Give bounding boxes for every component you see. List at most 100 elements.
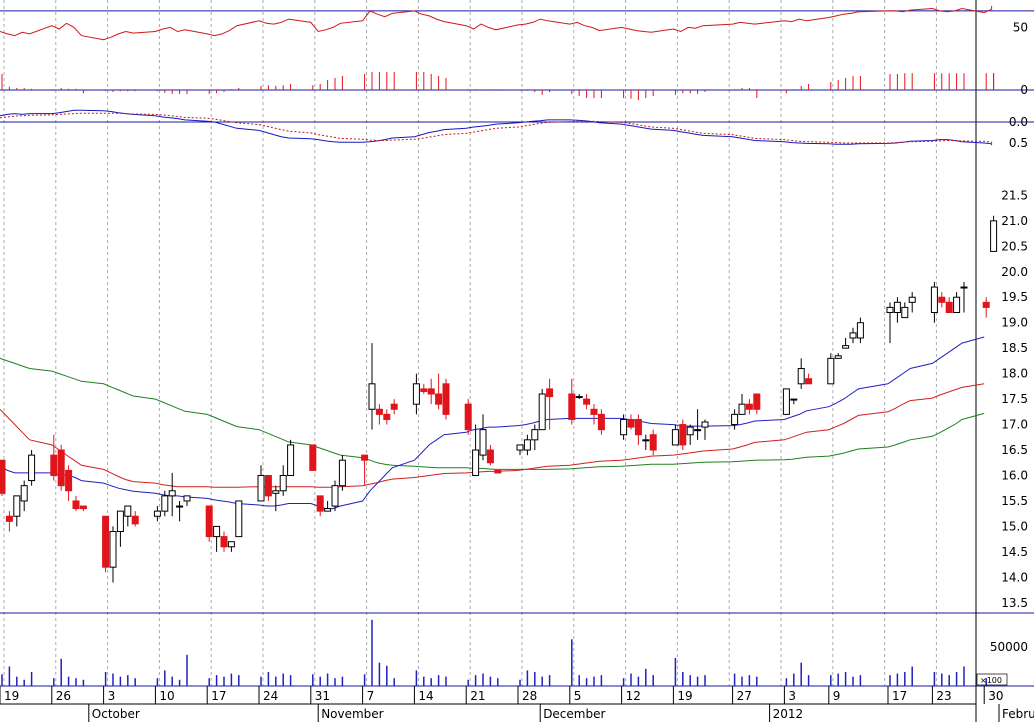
day-tick-label: 17 [211, 689, 226, 703]
candle-body [694, 429, 702, 432]
candle-body [65, 469, 73, 492]
day-tick-label: 3 [108, 689, 116, 703]
candle-body [435, 393, 443, 405]
candle-body [124, 505, 132, 517]
candle-body [79, 505, 87, 510]
candle-body [131, 515, 139, 525]
candle-body [20, 485, 28, 502]
candle-body [257, 474, 265, 502]
rsi-tick-label: 50 [1013, 20, 1028, 34]
rsi-line [0, 6, 993, 41]
candle-body [842, 345, 850, 349]
candle-body [538, 393, 546, 431]
price-tick-label: 15.5 [1001, 494, 1028, 508]
candle-body [516, 444, 524, 451]
day-tick-label: 19 [677, 689, 692, 703]
day-tick-label: 24 [263, 689, 278, 703]
rsi-panel [0, 6, 993, 41]
candle-body [583, 398, 591, 405]
month-label: 2012 [773, 707, 804, 721]
candle-body [109, 531, 117, 568]
candle-body [264, 474, 272, 497]
candle-body [686, 426, 694, 436]
day-tick-label: 27 [737, 689, 752, 703]
momentum-tick-label: 0 [1020, 83, 1028, 97]
candle-body [649, 434, 657, 451]
price-tick-label: 16.0 [1001, 468, 1028, 482]
day-tick-label: 28 [522, 689, 537, 703]
macd-panel [0, 109, 993, 146]
candle-body [412, 383, 420, 405]
price-tick-label: 17.0 [1001, 418, 1028, 432]
candle-body [908, 296, 916, 303]
day-tick-label: 10 [159, 689, 174, 703]
candle-body [368, 383, 376, 410]
candle-body [220, 536, 228, 548]
day-tick-label: 30 [988, 689, 1003, 703]
candle-body [331, 485, 339, 507]
signal-line [0, 112, 993, 144]
candle-body [627, 418, 635, 428]
volume-unit-box [976, 673, 1008, 686]
volume-tick-label: 50000 [990, 640, 1028, 654]
day-tick-label: 23 [936, 689, 951, 703]
candle-body [390, 403, 398, 410]
candle-body [634, 418, 642, 436]
candle-body [731, 413, 739, 426]
candle-body [856, 322, 864, 339]
candle-body [464, 403, 472, 431]
sma-mid-line [0, 383, 985, 488]
candle-body [575, 396, 583, 399]
candle-body [213, 525, 221, 538]
candle-body [227, 541, 235, 548]
candle-body [620, 418, 628, 436]
candle-body [494, 469, 502, 474]
candle-body [790, 398, 798, 401]
candle-body [279, 474, 287, 492]
candle-body [153, 510, 161, 517]
candle-body [375, 408, 383, 415]
volume-panel [1, 619, 987, 686]
candle-body [442, 383, 450, 415]
candle-body [597, 413, 605, 431]
price-tick-label: 21.0 [1001, 214, 1028, 228]
candle-body [472, 449, 480, 476]
day-tick-label: 21 [470, 689, 485, 703]
candle-body [102, 515, 110, 568]
day-tick-label: 17 [892, 689, 907, 703]
price-tick-label: 16.5 [1001, 443, 1028, 457]
candle-body [886, 306, 894, 314]
candle-body [176, 505, 184, 508]
candle-body [679, 424, 687, 446]
day-tick-label: 5 [574, 689, 582, 703]
price-panel [0, 215, 998, 583]
candle-body [953, 296, 961, 314]
candle-body [486, 449, 494, 464]
price-tick-label: 14.0 [1001, 570, 1028, 584]
candle-body [235, 500, 243, 538]
macd-tick-label: 0.0 [1009, 115, 1028, 129]
candle-body [338, 459, 346, 487]
candle-body [168, 490, 176, 497]
macd-line [0, 109, 993, 146]
candle-body [642, 439, 650, 442]
candle-body [701, 421, 709, 428]
candle-body [901, 306, 909, 319]
candle-body [316, 495, 324, 512]
candle-body [546, 388, 554, 398]
sma-short-line [0, 336, 985, 510]
candle-body [479, 429, 487, 456]
candle-body [272, 490, 280, 494]
candle-body [5, 515, 13, 522]
candle-body [930, 286, 938, 314]
momentum-panel [1, 72, 995, 100]
price-tick-label: 20.5 [1001, 239, 1028, 253]
day-tick-label: 7 [367, 689, 375, 703]
candle-body [893, 301, 901, 314]
day-tick-label: 31 [315, 689, 330, 703]
candle-body [72, 500, 80, 510]
month-label: November [321, 707, 383, 721]
price-tick-label: 18.5 [1001, 341, 1028, 355]
